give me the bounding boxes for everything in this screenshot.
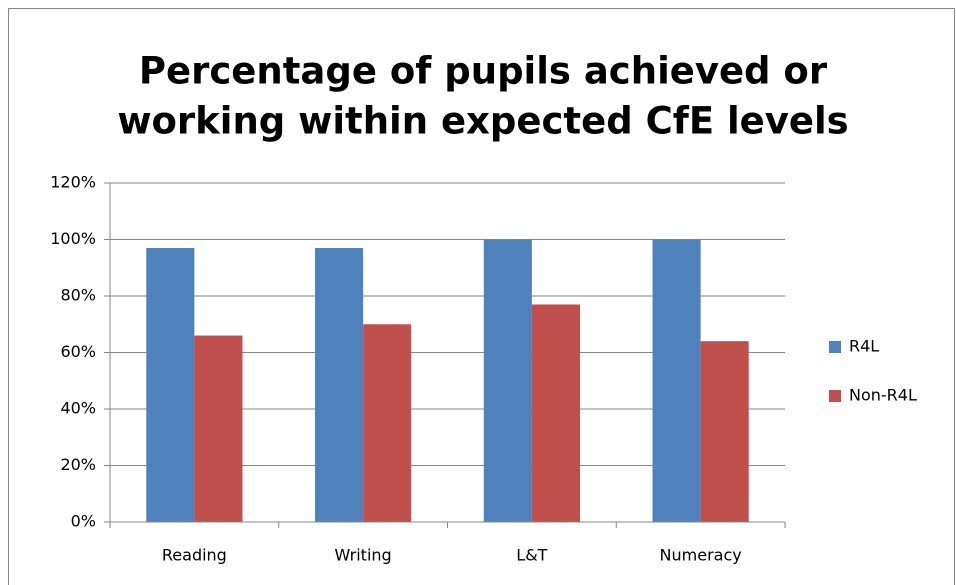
y-tick-label: 100%	[50, 229, 96, 248]
x-tick-label: L&T	[516, 546, 547, 565]
y-tick-label: 120%	[50, 173, 96, 192]
bar	[194, 335, 243, 522]
chart-title: working within expected CfE levels	[117, 100, 848, 143]
legend-swatch	[829, 390, 841, 402]
bar	[483, 239, 532, 522]
y-tick-label: 0%	[71, 512, 96, 531]
chart-title: Percentage of pupils achieved or	[139, 50, 828, 93]
bar	[146, 247, 195, 522]
bar	[531, 304, 580, 522]
bar	[700, 341, 749, 522]
bar	[315, 247, 364, 522]
x-tick-label: Writing	[335, 546, 392, 565]
x-tick-label: Numeracy	[660, 546, 742, 565]
legend-label: Non-R4L	[849, 386, 917, 405]
x-tick-label: Reading	[162, 546, 227, 565]
y-tick-label: 40%	[60, 399, 96, 418]
y-tick-label: 80%	[60, 286, 96, 305]
legend-label: R4L	[849, 337, 879, 356]
bar	[363, 324, 412, 522]
legend-swatch	[829, 341, 841, 353]
y-tick-label: 60%	[60, 342, 96, 361]
y-tick-label: 20%	[60, 455, 96, 474]
bar	[652, 239, 701, 522]
